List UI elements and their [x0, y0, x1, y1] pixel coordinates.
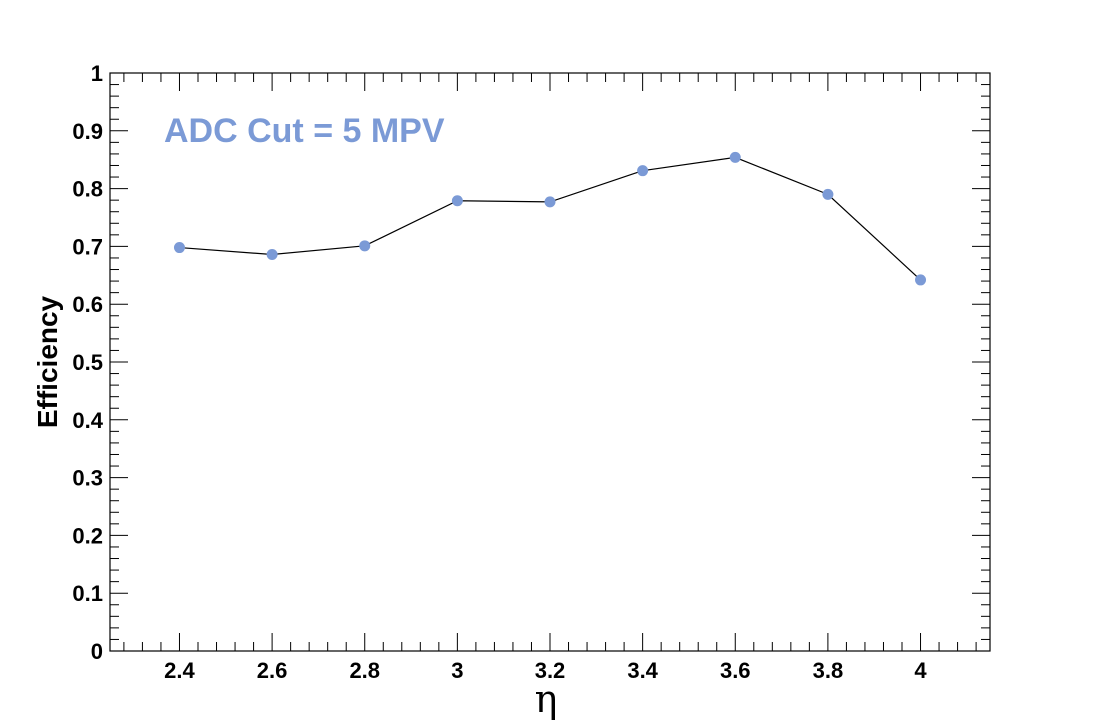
data-point: [915, 274, 927, 286]
x-tick-label: 2.6: [257, 658, 288, 683]
data-point: [266, 248, 278, 260]
data-point: [359, 240, 371, 252]
y-tick-label: 0.1: [72, 581, 103, 606]
tick-marks: [110, 72, 990, 652]
y-tick-label: 0.9: [72, 119, 103, 144]
y-tick-label: 1: [91, 61, 103, 86]
data-point: [451, 195, 463, 207]
y-tick-label: 0.8: [72, 177, 103, 202]
x-tick-label: 3.4: [627, 658, 658, 683]
y-tick-label: 0.3: [72, 466, 103, 491]
data-point: [822, 188, 834, 200]
x-tick-label: 3.6: [720, 658, 751, 683]
y-tick-label: 0.4: [72, 408, 103, 433]
y-tick-label: 0: [91, 639, 103, 664]
data-point: [637, 165, 649, 177]
annotation-label: ADC Cut = 5 MPV: [164, 112, 445, 150]
x-tick-label: 2.8: [349, 658, 380, 683]
x-tick-label: 3: [451, 658, 463, 683]
y-tick-label: 0.6: [72, 292, 103, 317]
x-tick-label: 2.4: [164, 658, 195, 683]
x-tick-label: 3.8: [813, 658, 844, 683]
y-axis-title: Efficiency: [32, 295, 63, 428]
x-tick-label: 3.2: [535, 658, 566, 683]
x-tick-label: 4: [914, 658, 927, 683]
data-series: [173, 151, 927, 286]
x-axis-title: η: [535, 677, 558, 721]
data-point: [173, 242, 185, 254]
data-point: [544, 196, 556, 208]
y-tick-label: 0.5: [72, 350, 103, 375]
y-tick-label: 0.7: [72, 234, 103, 259]
tick-labels: 0 0.1 0.2 0.3 0.4 0.5 0.6 0.7 0.8 0.9 1 2.4 2.6 2.8 3 3…: [72, 61, 927, 683]
data-point: [729, 151, 741, 163]
y-tick-label: 0.2: [72, 523, 103, 548]
